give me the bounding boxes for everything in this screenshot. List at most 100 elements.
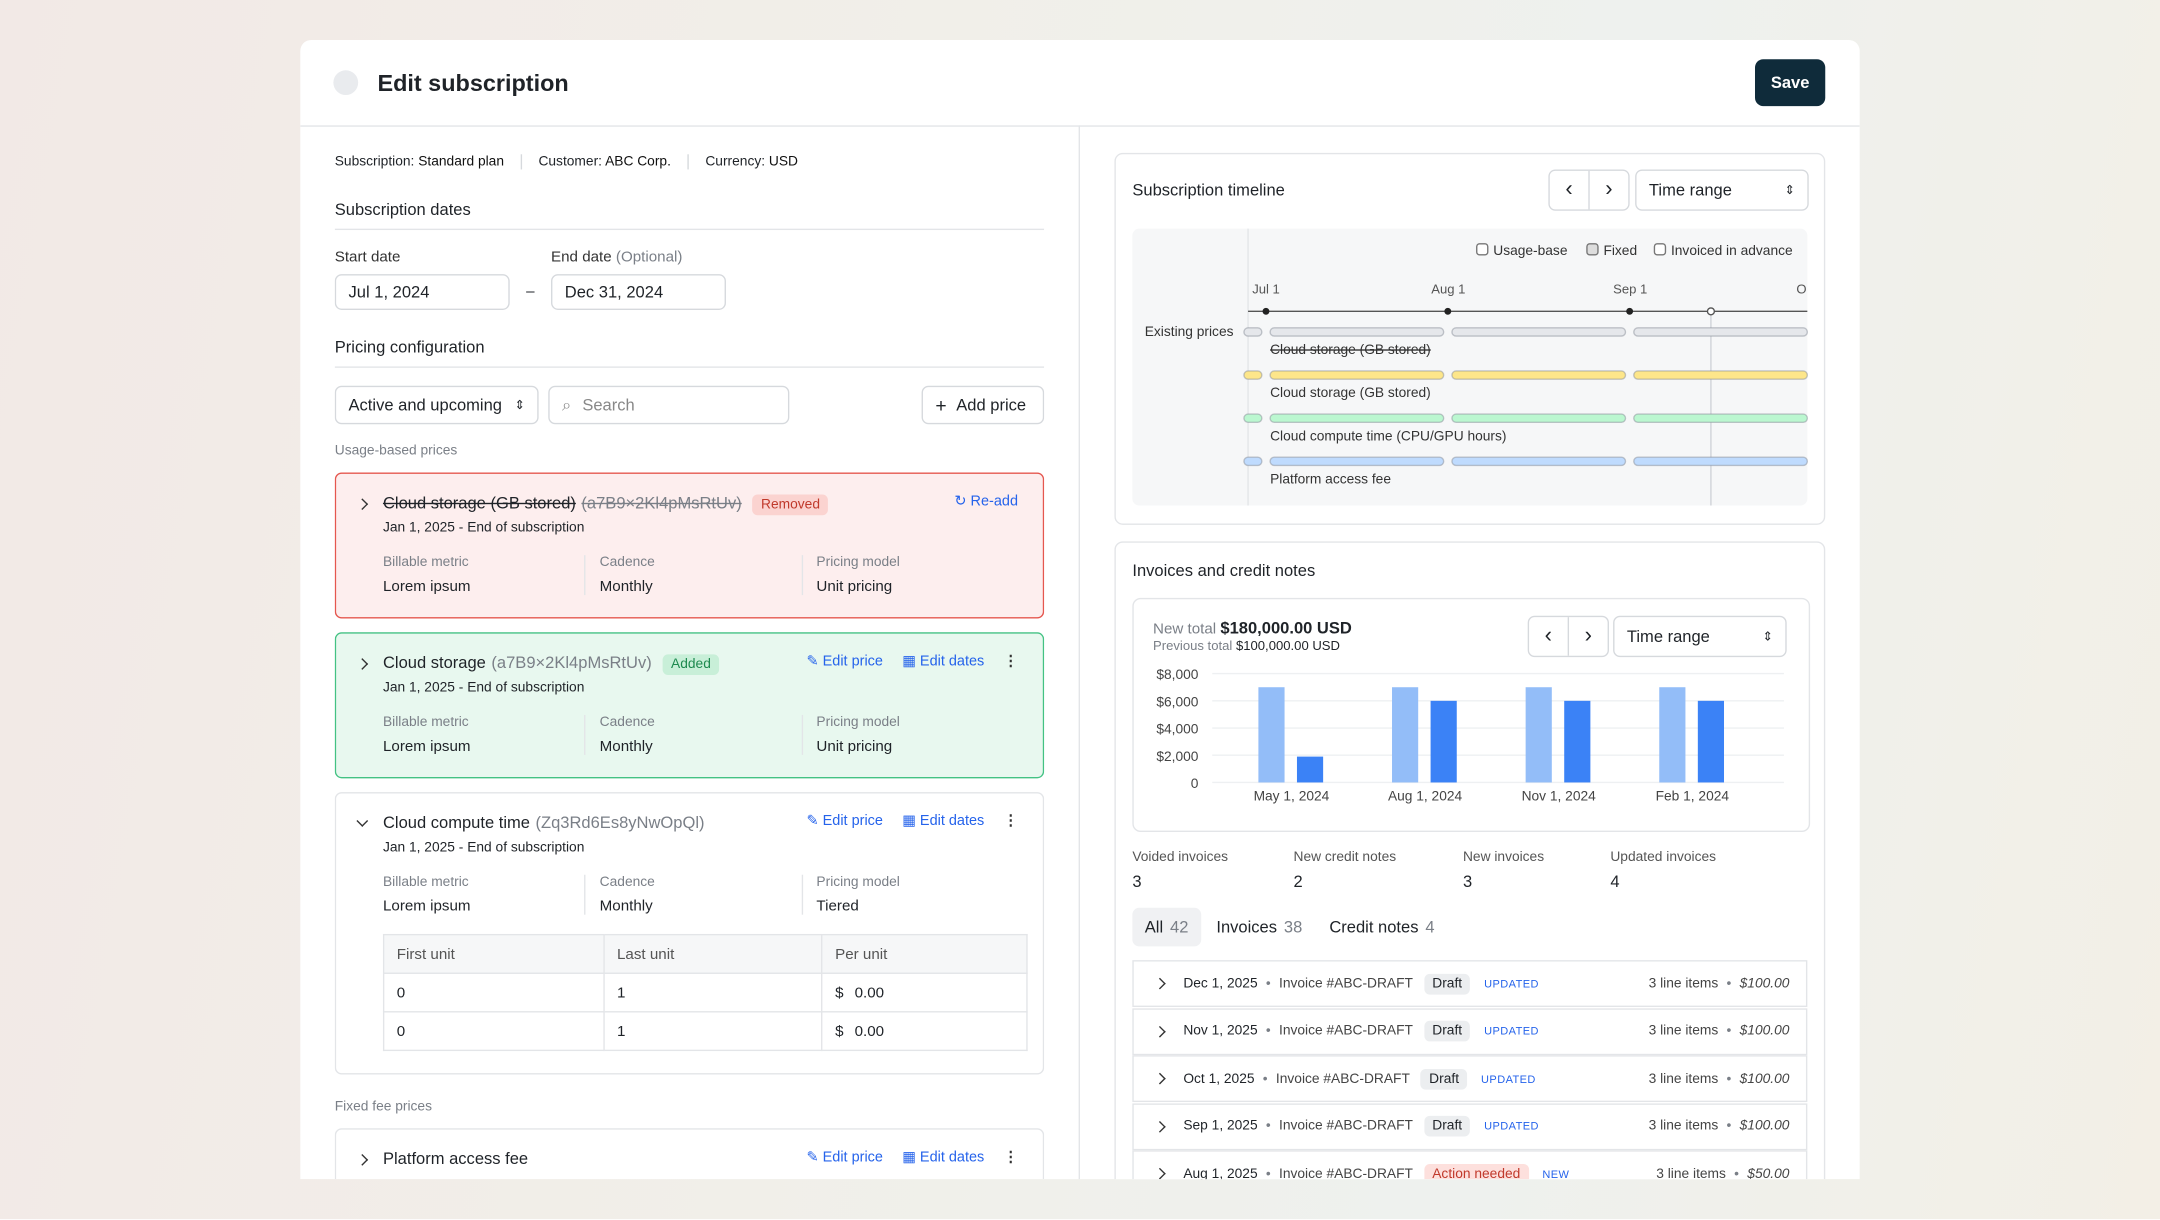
tab-count: 42 [1170,917,1189,937]
action-link[interactable]: ✎ Edit price [806,652,883,670]
tab[interactable]: Credit notes 4 [1317,908,1447,947]
dot: • [1726,1071,1732,1087]
search-input[interactable]: ⌕ Search [548,385,790,425]
tab[interactable]: Invoices 38 [1204,908,1315,947]
action-link[interactable]: ▦ Edit dates [902,1148,985,1166]
amount: 0.00 [854,984,885,1001]
timeline-bar [1269,327,1445,337]
cell: 0 [382,1011,605,1052]
timeline-bar [1451,456,1627,467]
start-input[interactable]: Jul 1, 2024 [334,274,510,310]
legend-text: Usage-base [1493,243,1568,258]
next-icon[interactable]: › [1605,177,1613,202]
timeline-bar [1633,327,1809,337]
amount: $100.00 [1739,1071,1790,1087]
x-tick-label: Nov 1, 2024 [1522,788,1597,803]
graphics: Usage-base Fixed Invoiced in advance Jul 1 A… [1132,228,1809,804]
optional: (Optional) [615,249,683,266]
action-text: Edit price [822,652,883,670]
axis-dot [1444,307,1452,315]
action-link[interactable]: ✎ Edit price [806,812,883,830]
timeline-bar [1269,370,1445,380]
legend-text: Fixed [1603,243,1637,258]
stat-label: New credit notes [1293,849,1397,866]
items: 3 line items [1656,1166,1726,1180]
more-icon[interactable]: ⋮ [1003,652,1019,670]
value: $180,000.00 USD [1220,618,1352,638]
title-row: Cloud storage (GB stored) (a7B9×2Kl4pMsRt… [383,493,1018,516]
y-tick-label: $6,000 [1156,694,1198,709]
field-label: Pricing model [816,714,900,731]
axis-label: Sep 1 [1613,281,1647,296]
price-dates: Jan 1, 2025 - End of subscription [382,520,585,536]
items: 3 line items [1648,975,1719,992]
amount: 0.00 [854,1022,885,1040]
title-row: Cloud compute time (Zq3Rd6Es8yNwOpQl) [383,813,1018,832]
timeline-bar [1243,327,1263,337]
tab[interactable]: All 42 [1132,907,1201,947]
action-link[interactable]: ✎ Edit price [806,1148,883,1166]
range-select[interactable]: Time range ⇕ [1613,615,1787,658]
save-button[interactable]: Save [1754,59,1826,107]
timeline-bar [1451,327,1627,337]
prev-icon[interactable]: ‹ [1529,617,1570,656]
date: Nov 1, 2025 [1183,1023,1258,1039]
tag: UPDATED [1484,1025,1539,1038]
group-heading: Fixed fee prices [334,1099,432,1115]
more-icon[interactable]: ⋮ [1003,1148,1019,1166]
field-value: Monthly [599,898,653,915]
cell: $0.00 [821,972,1028,1013]
action-text: Edit price [822,1148,883,1166]
tab-label: Invoices [1216,917,1278,937]
meta-item: Subscription: Standard plan [335,154,522,170]
timeline-bg [1132,228,1808,506]
timeline-bar [1633,413,1809,424]
invoice-row[interactable]: Sep 1, 2025 • Invoice #ABC-DRAFT Draft UPDAT… [1132,1103,1808,1150]
field-label: Cadence [599,714,655,731]
action-link[interactable]: ↻ Re-add [954,493,1019,510]
tab-label: Credit notes [1329,917,1419,937]
add-price-button[interactable]: + Add price [921,385,1045,425]
nav-buttons[interactable]: ‹ › [1548,169,1630,211]
prev-icon[interactable]: ‹ [1550,170,1590,210]
end-input[interactable]: Dec 31, 2024 [551,274,726,310]
invoice-row[interactable]: Nov 1, 2025 • Invoice #ABC-DRAFT Draft UPDAT… [1132,1007,1808,1055]
nav-buttons[interactable]: ‹ › [1527,615,1609,658]
close-button[interactable] [333,70,359,96]
amount: $50.00 [1747,1166,1790,1180]
modal-title: Edit subscription [377,70,569,97]
next-icon[interactable]: › [1584,624,1592,648]
date: Dec 1, 2025 [1183,975,1258,992]
filter-select[interactable]: Active and upcoming ⇕ [334,385,539,425]
field-value: Unit pricing [816,578,893,596]
header-row: First unit Last unit Per unit [382,933,1028,974]
group-heading: Usage-based prices [334,443,458,459]
tag: UPDATED [1484,977,1539,990]
title-row: Cloud storage (a7B9×2Kl4pMsRtUv) Added [383,653,1018,675]
range-select[interactable]: Time range ⇕ [1635,169,1809,211]
date: Aug 1, 2025 [1183,1166,1258,1180]
track-label: Platform access fee [1270,471,1391,486]
more-icon[interactable]: ⋮ [1003,812,1019,830]
legend-text: Invoiced in advance [1671,243,1793,258]
stat-value: 4 [1610,871,1620,892]
stat-label: New invoices [1462,849,1545,866]
stat-value: 2 [1293,871,1303,892]
range: Time range [1626,626,1710,647]
stat: New credit notes 2 [1294,850,1397,891]
cell: 0 [382,972,605,1013]
field-value: Lorem ipsum [382,738,471,755]
invoice-row[interactable]: Oct 1, 2025 • Invoice #ABC-DRAFT Draft UPDAT… [1132,1055,1808,1103]
action-link[interactable]: ▦ Edit dates [902,812,985,830]
track-label: Cloud storage (GB stored) [1270,385,1431,400]
x-tick-label: May 1, 2024 [1254,788,1330,803]
title-row: Platform access fee [383,1149,1018,1168]
invoice-row[interactable]: Dec 1, 2025 • Invoice #ABC-DRAFT Draft UPDAT… [1132,960,1808,1007]
dot: • [1265,975,1271,992]
invoice-row[interactable]: Aug 1, 2025 • Invoice #ABC-DRAFT Action nee… [1132,1150,1808,1180]
timeline-bar [1269,413,1445,424]
action-link[interactable]: ▦ Edit dates [902,652,985,670]
fields: Billable metric Lorem ipsum Cadence Monthly… [383,874,1018,915]
